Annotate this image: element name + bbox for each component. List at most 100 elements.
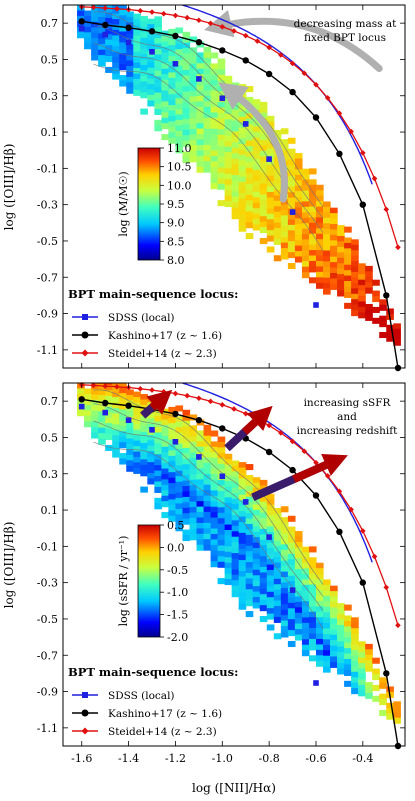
kashino-point <box>125 24 132 31</box>
y-tick-label: -0.7 <box>37 271 58 284</box>
colorbar-tick-label: 10.5 <box>167 161 192 174</box>
kashino-point <box>383 292 390 299</box>
colorbar-label: log (M/M☉) <box>117 171 130 236</box>
sdss-point <box>149 49 155 55</box>
steidel-point <box>114 384 120 390</box>
steidel-point <box>383 584 390 591</box>
top-panel: -1.1 -0.9 -0.7 -0.5 -0.3 -0.1 0.1 0.3 0.5 0.7 dec… <box>2 4 406 372</box>
y-tick-label: 0.1 <box>41 504 59 517</box>
colorbar <box>137 147 161 261</box>
colorbar-tick-label: 11.0 <box>167 142 192 155</box>
steidel-point <box>242 32 249 39</box>
kashino-point <box>195 39 203 46</box>
kashino-point <box>242 57 249 64</box>
kashino-point <box>312 492 320 499</box>
steidel-point <box>360 528 366 534</box>
sdss-point <box>289 209 296 215</box>
arrow-redshift-tip-2 <box>292 457 337 483</box>
kashino-point <box>359 201 366 208</box>
steidel-point <box>196 395 202 402</box>
sdss-point <box>102 31 108 38</box>
steidel-point <box>160 388 167 395</box>
kashino-point <box>289 466 296 474</box>
sdss-point <box>242 499 249 505</box>
steidel-point <box>324 95 331 101</box>
steidel-point <box>348 506 354 513</box>
steidel-point <box>196 17 202 24</box>
series-steidel-line <box>81 6 399 248</box>
y-tick-label: 0.7 <box>41 17 59 30</box>
y-tick-label: -1.1 <box>37 722 58 735</box>
steidel-point <box>278 52 284 58</box>
locus-lines <box>78 4 402 372</box>
colorbar-tick-label: 0.0 <box>167 541 185 554</box>
steidel-point <box>149 9 155 15</box>
kashino-point <box>265 448 273 456</box>
y-tick-label: 0.1 <box>41 126 59 139</box>
y-tick-label: -0.9 <box>37 686 58 699</box>
legend: BPT main-sequence locus: SDSS (local) Ka… <box>68 665 238 738</box>
sdss-point <box>242 121 249 127</box>
colorbar-tick-label: 8.0 <box>167 254 185 267</box>
arrow-decreasing-mass <box>203 9 383 73</box>
annotation-line-1: decreasing mass at <box>294 18 397 30</box>
y-tick-label: 0.5 <box>41 53 59 66</box>
y-tick-label: 0.3 <box>41 468 59 481</box>
x-tick-label: -1.2 <box>165 752 186 765</box>
contour <box>93 389 324 585</box>
sdss-point <box>149 427 155 433</box>
steidel-point <box>231 28 237 34</box>
sdss-point <box>102 409 108 416</box>
colorbar-ticks: -2.0 -1.5 -1.0 -0.5 0.0 0.5 <box>160 519 188 644</box>
legend-title: BPT main-sequence locus: <box>68 665 238 679</box>
steidel-point <box>313 459 319 466</box>
steidel-point <box>102 5 108 11</box>
annotation-line-2: and <box>337 411 357 423</box>
steidel-point <box>371 175 378 182</box>
steidel-point <box>207 398 214 405</box>
steidel-point <box>149 387 155 393</box>
colorbar-tick-label: 9.0 <box>167 217 185 230</box>
y-tick-label: -0.5 <box>37 613 58 626</box>
grey-arrows <box>203 9 383 203</box>
sdss-point <box>196 76 202 82</box>
steidel-point <box>184 392 190 399</box>
y-tick-label: 0.5 <box>41 431 59 444</box>
colorbar-tick-label: 0.5 <box>167 519 185 532</box>
series-steidel-line <box>81 384 399 626</box>
y-axis-label-top: log ([OIII]/Hβ) <box>2 144 16 231</box>
kashino-point <box>383 670 390 677</box>
kashino-point <box>289 88 296 96</box>
legend-sdss: SDSS (local) <box>108 312 175 324</box>
steidel-point <box>395 622 401 629</box>
colorbar-tick-label: -1.5 <box>167 609 188 622</box>
kashino-point <box>336 150 343 157</box>
x-tick-label: -1.4 <box>118 752 139 765</box>
bottom-panel: -1.1 -0.9 -0.7 -0.5 -0.3 -0.1 0.1 0.3 0.5 0.7 -1.6… <box>2 382 406 795</box>
sdss-point <box>125 417 132 423</box>
kashino-point <box>102 21 109 29</box>
contour <box>93 441 324 630</box>
steidel-point <box>137 8 144 14</box>
sdss-point <box>196 454 202 460</box>
plot-frame <box>62 382 406 747</box>
steidel-point <box>114 6 120 12</box>
plot-frame <box>62 4 406 369</box>
legend-steidel: Steidel+14 (z ~ 2.3) <box>108 726 217 738</box>
y-axis-label-bottom: log ([OIII]/Hβ) <box>2 522 16 609</box>
x-axis-label: log ([NII]/Hα) <box>192 781 276 795</box>
kashino-point <box>172 410 179 418</box>
kashino-point <box>265 70 273 78</box>
kashino-point <box>78 18 85 25</box>
legend-title: BPT main-sequence locus: <box>68 287 238 301</box>
axis-ticks: -1.1 -0.9 -0.7 -0.5 -0.3 -0.1 0.1 0.3 0.5 0.7 <box>37 5 405 368</box>
colorbar-tick-label: 8.5 <box>167 235 185 248</box>
colorbar-tick-label: -2.0 <box>167 631 188 644</box>
sdss-point <box>313 680 319 686</box>
steidel-point <box>219 23 226 30</box>
colorbar-label: log (sSFR / yr⁻¹) <box>117 536 130 627</box>
colorbar-tick-label: -0.5 <box>167 564 188 577</box>
x-tick-label: -1.0 <box>212 752 233 765</box>
steidel-point <box>301 70 308 77</box>
annotation-line-1: increasing sSFR <box>304 397 392 409</box>
